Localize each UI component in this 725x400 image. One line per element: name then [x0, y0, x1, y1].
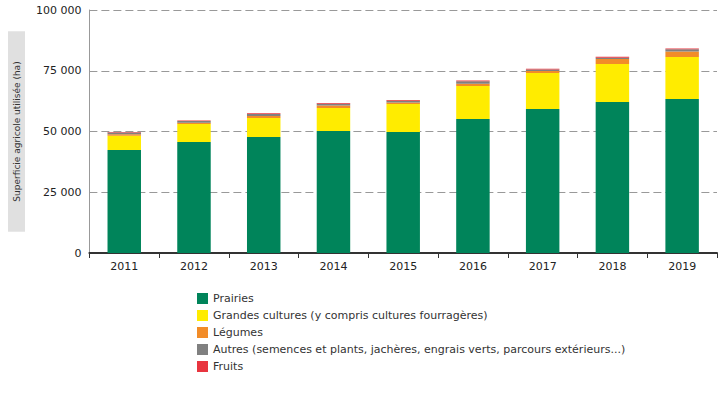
svg-text:Superficie agricole utilisée (: Superficie agricole utilisée (ha) — [12, 61, 22, 201]
svg-text:Prairies: Prairies — [213, 292, 254, 305]
svg-text:Autres (semences et plants, ja: Autres (semences et plants, jachères, en… — [213, 343, 625, 356]
svg-text:2013: 2013 — [250, 260, 278, 273]
svg-text:0: 0 — [74, 247, 81, 260]
svg-text:2017: 2017 — [529, 260, 557, 273]
svg-text:100 000: 100 000 — [36, 4, 82, 17]
svg-text:Fruits: Fruits — [213, 360, 243, 373]
svg-text:25 000: 25 000 — [43, 186, 82, 199]
svg-text:Légumes: Légumes — [213, 326, 263, 339]
svg-text:2012: 2012 — [180, 260, 208, 273]
svg-text:50 000: 50 000 — [43, 125, 82, 138]
svg-text:2014: 2014 — [319, 260, 347, 273]
svg-text:2015: 2015 — [389, 260, 417, 273]
svg-text:Grandes cultures (y compris cu: Grandes cultures (y compris cultures fou… — [213, 309, 488, 322]
svg-text:2011: 2011 — [110, 260, 138, 273]
svg-text:2019: 2019 — [668, 260, 696, 273]
svg-text:2018: 2018 — [598, 260, 626, 273]
svg-text:75 000: 75 000 — [43, 64, 82, 77]
svg-text:2016: 2016 — [459, 260, 487, 273]
